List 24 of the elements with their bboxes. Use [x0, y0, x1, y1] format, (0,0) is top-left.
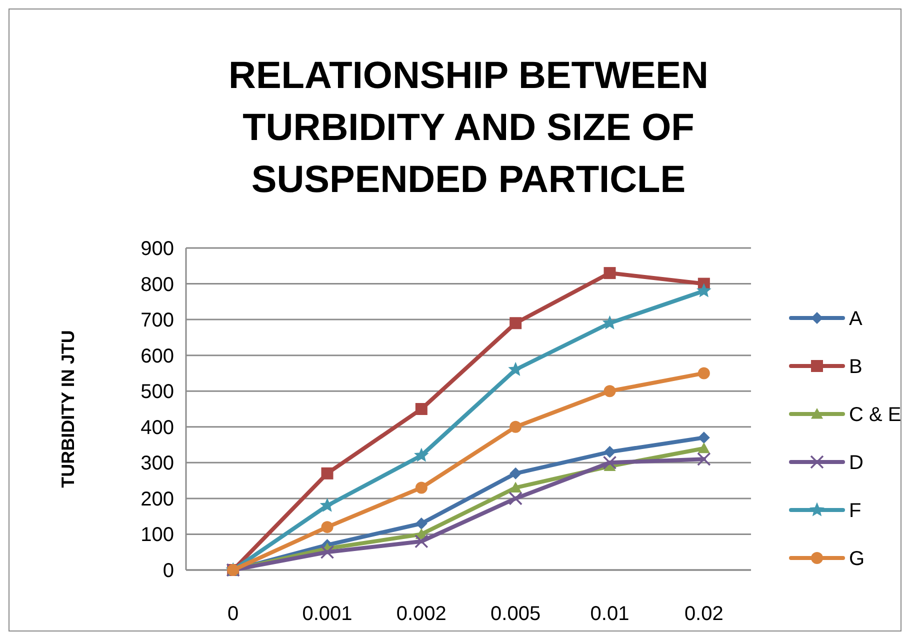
- y-tick-label: 700: [140, 310, 174, 332]
- y-tick-label: 100: [140, 524, 174, 546]
- chart-title: RELATIONSHIP BETWEEN TURBIDITY AND SIZE OF SUSPENDED PARTICLE: [228, 55, 708, 201]
- y-tick-label: 400: [140, 416, 174, 439]
- legend-label: A: [849, 308, 863, 330]
- x-tick-label: 0.002: [396, 603, 446, 625]
- y-tick-label: 800: [140, 274, 174, 296]
- y-tick-label: 0: [162, 560, 174, 582]
- y-tick-label: 900: [140, 238, 174, 260]
- y-tick-label: 600: [140, 345, 174, 368]
- x-tick-label: 0.01: [590, 603, 630, 625]
- y-tick-label: 300: [140, 452, 174, 475]
- legend-label: D: [849, 452, 864, 474]
- legend-label: F: [849, 500, 862, 522]
- legend-label: B: [849, 356, 862, 378]
- x-tick-label: 0.005: [490, 603, 541, 625]
- y-tick-label: 500: [140, 381, 174, 404]
- y-tick-label: 200: [140, 488, 174, 510]
- legend-label: G: [849, 548, 865, 570]
- y-axis-title: TURBIDITY IN JTU: [58, 330, 78, 488]
- x-tick-label: 0: [228, 603, 239, 625]
- x-tick-label: 0.001: [302, 603, 352, 625]
- legend-label: C & E: [849, 404, 902, 426]
- x-tick-label: 0.02: [684, 603, 724, 625]
